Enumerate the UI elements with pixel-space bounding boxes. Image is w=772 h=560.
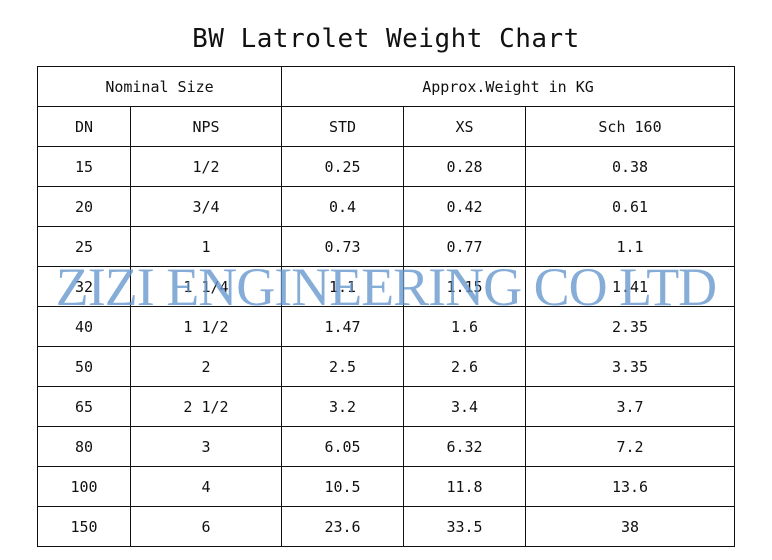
table-row: 100 4 10.5 11.8 13.6	[37, 466, 735, 507]
cell-nps: 1	[130, 226, 282, 267]
table-row: 65 2 1/2 3.2 3.4 3.7	[37, 386, 735, 427]
cell-sch160: 0.61	[525, 186, 735, 227]
nominal-size-header: Nominal Size	[37, 66, 282, 107]
weight-header: Approx.Weight in KG	[281, 66, 735, 107]
cell-xs: 0.42	[403, 186, 526, 227]
cell-std: 1.1	[281, 266, 404, 307]
cell-dn: 40	[37, 306, 131, 347]
cell-sch160: 1.41	[525, 266, 735, 307]
cell-xs: 1.6	[403, 306, 526, 347]
cell-xs: 11.8	[403, 466, 526, 507]
cell-xs: 2.6	[403, 346, 526, 387]
table-row: 15 1/2 0.25 0.28 0.38	[37, 146, 735, 187]
cell-nps: 1 1/2	[130, 306, 282, 347]
cell-dn: 32	[37, 266, 131, 307]
cell-xs: 0.77	[403, 226, 526, 267]
cell-nps: 1/2	[130, 146, 282, 187]
cell-dn: 20	[37, 186, 131, 227]
cell-xs: 0.28	[403, 146, 526, 187]
cell-std: 3.2	[281, 386, 404, 427]
column-header-xs: XS	[403, 106, 526, 147]
cell-std: 1.47	[281, 306, 404, 347]
cell-sch160: 0.38	[525, 146, 735, 187]
cell-std: 0.4	[281, 186, 404, 227]
table-row: 150 6 23.6 33.5 38	[37, 506, 735, 547]
cell-xs: 6.32	[403, 426, 526, 467]
cell-dn: 65	[37, 386, 131, 427]
table-row: 32 1 1/4 1.1 1.15 1.41	[37, 266, 735, 307]
cell-sch160: 38	[525, 506, 735, 547]
cell-dn: 80	[37, 426, 131, 467]
cell-dn: 150	[37, 506, 131, 547]
cell-std: 6.05	[281, 426, 404, 467]
cell-dn: 15	[37, 146, 131, 187]
column-header-dn: DN	[37, 106, 131, 147]
cell-std: 0.25	[281, 146, 404, 187]
cell-nps: 3/4	[130, 186, 282, 227]
cell-std: 2.5	[281, 346, 404, 387]
cell-nps: 3	[130, 426, 282, 467]
cell-nps: 4	[130, 466, 282, 507]
column-header-sch160: Sch 160	[525, 106, 735, 147]
table-row: 50 2 2.5 2.6 3.35	[37, 346, 735, 387]
cell-std: 10.5	[281, 466, 404, 507]
cell-dn: 25	[37, 226, 131, 267]
table-row: 40 1 1/2 1.47 1.6 2.35	[37, 306, 735, 347]
cell-nps: 6	[130, 506, 282, 547]
cell-nps: 2 1/2	[130, 386, 282, 427]
table-row: 80 3 6.05 6.32 7.2	[37, 426, 735, 467]
cell-dn: 100	[37, 466, 131, 507]
cell-sch160: 3.35	[525, 346, 735, 387]
table-row: 20 3/4 0.4 0.42 0.61	[37, 186, 735, 227]
cell-xs: 33.5	[403, 506, 526, 547]
weight-table: Nominal Size Approx.Weight in KG DN NPS …	[37, 66, 735, 547]
chart-title: BW Latrolet Weight Chart	[192, 24, 580, 54]
cell-std: 23.6	[281, 506, 404, 547]
cell-sch160: 3.7	[525, 386, 735, 427]
column-header-std: STD	[281, 106, 404, 147]
group-header-row: Nominal Size Approx.Weight in KG	[37, 66, 735, 107]
cell-nps: 1 1/4	[130, 266, 282, 307]
cell-nps: 2	[130, 346, 282, 387]
cell-sch160: 13.6	[525, 466, 735, 507]
cell-dn: 50	[37, 346, 131, 387]
table-row: 25 1 0.73 0.77 1.1	[37, 226, 735, 267]
column-header-nps: NPS	[130, 106, 282, 147]
cell-sch160: 1.1	[525, 226, 735, 267]
cell-std: 0.73	[281, 226, 404, 267]
cell-sch160: 2.35	[525, 306, 735, 347]
cell-sch160: 7.2	[525, 426, 735, 467]
cell-xs: 1.15	[403, 266, 526, 307]
cell-xs: 3.4	[403, 386, 526, 427]
column-header-row: DN NPS STD XS Sch 160	[37, 106, 735, 147]
